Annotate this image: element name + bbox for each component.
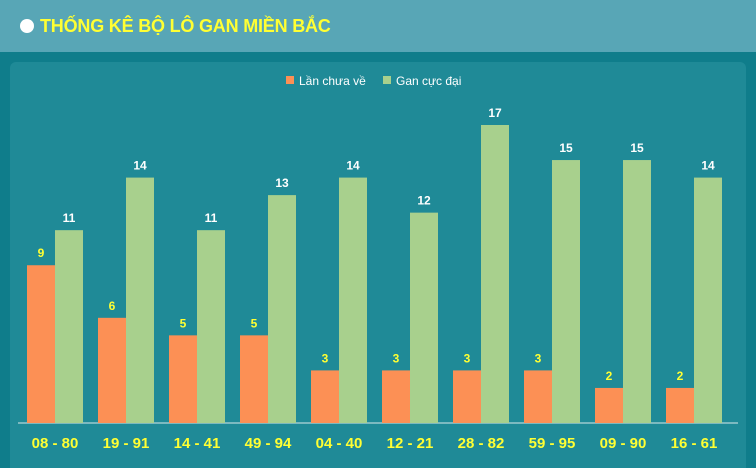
bar-series-2-4	[268, 195, 296, 423]
bar-series-2-2	[126, 177, 154, 423]
data-label-series-1-3: 5	[180, 316, 187, 330]
category-label-7: 28 - 82	[458, 435, 505, 452]
bar-series-1-3	[169, 335, 197, 423]
bar-series-2-10	[694, 177, 722, 423]
category-label-6: 12 - 21	[387, 435, 434, 452]
category-labels: 08 - 80 19 - 91 14 - 41 49 - 94 04 - 40 12 - …	[32, 435, 718, 452]
data-label-series-2-4: 13	[275, 176, 289, 190]
bars-group: 9 11 6 14 5 11 5 13 3 14 3 12 3 17 3 15 2 15 2 14	[27, 106, 722, 423]
data-label-series-1-5: 3	[322, 351, 329, 365]
legend-swatch-series-2	[383, 76, 391, 84]
category-label-8: 59 - 95	[529, 435, 576, 452]
category-label-10: 16 - 61	[671, 435, 718, 452]
bar-chart: Lần chưa về Gan cực đại 9 11 6 14 5 11 5 13 3 14 3…	[18, 74, 738, 452]
bar-series-1-10	[666, 387, 694, 423]
data-label-series-1-8: 3	[535, 351, 542, 365]
data-label-series-2-8: 15	[559, 141, 573, 155]
category-label-5: 04 - 40	[316, 435, 363, 452]
bar-series-2-8	[552, 160, 580, 423]
data-label-series-1-4: 5	[251, 316, 258, 330]
bar-series-2-5	[339, 177, 367, 423]
legend-label-series-1: Lần chưa về	[299, 74, 366, 88]
data-label-series-2-2: 14	[133, 159, 147, 173]
page-title: THỐNG KÊ BỘ LÔ GAN MIỀN BẮC	[40, 15, 331, 36]
data-label-series-2-9: 15	[630, 141, 644, 155]
data-label-series-2-5: 14	[346, 159, 360, 173]
data-label-series-2-3: 11	[205, 211, 218, 225]
legend-swatch-series-1	[286, 76, 294, 84]
bar-series-1-4	[240, 335, 268, 423]
bar-series-2-9	[623, 160, 651, 423]
data-label-series-2-7: 17	[488, 106, 502, 120]
category-label-4: 49 - 94	[245, 435, 292, 452]
data-label-series-2-10: 14	[701, 159, 715, 173]
data-label-series-1-7: 3	[464, 351, 471, 365]
bar-series-1-8	[524, 370, 552, 423]
bullet-dot-icon	[20, 19, 34, 33]
chart-panel: Lần chưa về Gan cực đại 9 11 6 14 5 11 5 13 3 14 3…	[10, 62, 746, 468]
bar-series-2-7	[481, 125, 509, 423]
bar-series-1-5	[311, 370, 339, 423]
data-label-series-1-9: 2	[606, 369, 613, 383]
chart-legend: Lần chưa về Gan cực đại	[286, 74, 461, 88]
data-label-series-1-1: 9	[38, 246, 45, 260]
legend-label-series-2: Gan cực đại	[396, 74, 461, 88]
data-label-series-1-2: 6	[109, 299, 116, 313]
data-label-series-1-6: 3	[393, 351, 400, 365]
data-label-series-1-10: 2	[677, 369, 684, 383]
bar-series-1-6	[382, 370, 410, 423]
bar-series-1-2	[98, 317, 126, 423]
data-label-series-2-6: 12	[417, 194, 431, 208]
category-label-3: 14 - 41	[174, 435, 221, 452]
bar-series-1-1	[27, 265, 55, 423]
category-label-2: 19 - 91	[103, 435, 150, 452]
bar-series-2-1	[55, 230, 83, 423]
bar-series-1-7	[453, 370, 481, 423]
category-label-9: 09 - 90	[600, 435, 647, 452]
bar-series-2-3	[197, 230, 225, 423]
category-label-1: 08 - 80	[32, 435, 79, 452]
page-header: THỐNG KÊ BỘ LÔ GAN MIỀN BẮC	[0, 0, 756, 52]
bar-series-2-6	[410, 212, 438, 423]
bar-series-1-9	[595, 387, 623, 423]
data-label-series-2-1: 11	[63, 211, 76, 225]
